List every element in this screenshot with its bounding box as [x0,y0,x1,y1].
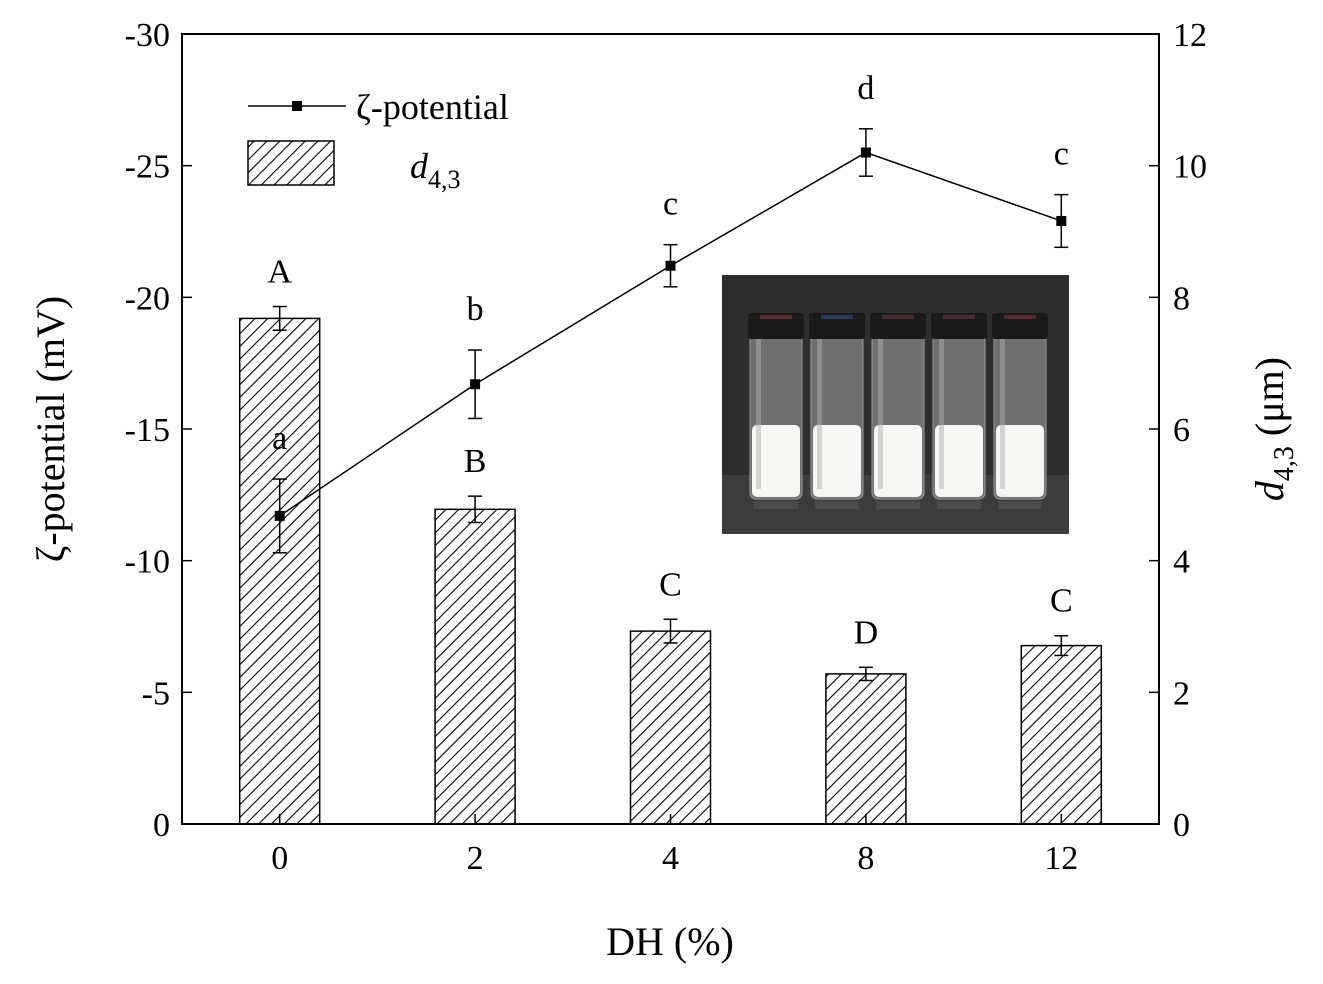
zeta-significance-0: a [272,420,287,457]
zeta-point-4 [665,260,676,271]
bar-significance-8: D [854,614,879,651]
legend-label-d43: d4,3 [410,146,461,194]
y-right-tick-label: 4 [1173,544,1190,581]
vial-cap-tint [1004,315,1036,319]
zeta-point-0 [274,510,285,521]
inset-photo [722,275,1069,534]
y-right-tick-label: 6 [1173,412,1190,449]
y-right-tick-label: 0 [1173,807,1190,844]
vial-highlight [878,339,883,489]
legend: ζ-potential d4,3 [247,87,509,194]
vial-reflection [815,501,859,509]
zeta-significance-4: c [663,186,678,223]
zeta-point-2 [470,379,481,390]
zeta-significance-2: b [467,291,484,328]
vial-reflection [876,501,920,509]
vial-liquid [752,425,800,497]
vial-cap-tint [943,315,975,319]
bar-significance-2: B [464,443,487,480]
vial-cap-tint [882,315,914,319]
y-left-tick-label: -25 [125,149,170,186]
bar-significance-4: C [659,566,682,603]
legend-label-d43-main: d [410,146,429,186]
y-left-axis-title: ζ-potential (mV) [28,296,73,562]
x-tick-label: 4 [662,840,679,877]
bars-layer: A B C D C [238,254,1103,825]
y-right-axis-title-sub: 4,3 [1269,446,1300,481]
bar-0 [238,317,321,825]
vial-cap [748,313,804,339]
vial-cap-tint [760,315,792,319]
y-right-axis-title: d4,3 (μm) [1247,357,1300,501]
zeta-significance-12: c [1054,136,1069,173]
y-left-tick-label: -15 [125,412,170,449]
y-left-tick-label: -30 [125,17,170,54]
legend-label-zeta: ζ-potential [356,87,509,127]
vial-highlight [1000,339,1005,489]
x-tick-label: 8 [857,840,874,877]
x-tick-label: 2 [467,840,484,877]
vial-highlight [817,339,822,489]
legend-line-marker [292,101,302,111]
y-right-tick-label: 2 [1173,675,1190,712]
y-right-axis-title-unit: (μm) [1247,357,1292,446]
y-right-tick-label: 8 [1173,280,1190,317]
bar-8 [825,673,907,825]
y-right-tick-label: 12 [1173,17,1207,54]
vial-reflection [754,501,798,509]
y-left-tick-label: 0 [153,807,170,844]
legend-bar-swatch [247,140,335,186]
y-right-axis-title-main: d [1247,480,1292,501]
bar-significance-12: C [1050,583,1073,620]
y-right-tick-label: 10 [1173,149,1207,186]
y-left-tick-label: -5 [142,675,170,712]
zeta-point-12 [1056,215,1067,226]
vial-liquid [813,425,861,497]
legend-label-d43-sub: 4,3 [428,165,461,194]
vial-cap [870,313,926,339]
y-left-tick-label: -20 [125,280,170,317]
vial-liquid [935,425,983,497]
vial-cap [809,313,865,339]
vial-cap-tint [821,315,853,319]
line-layer: a b c d c [272,70,1069,554]
axes-layer: 0 -5 -10 -15 -20 -25 -30 0 2 4 6 8 10 12 0 2 4 8 12 [125,17,1207,877]
x-tick-label: 0 [271,840,288,877]
vial-highlight [756,339,761,489]
y-left-tick-label: -10 [125,544,170,581]
vial-cap [931,313,987,339]
x-tick-label: 12 [1044,840,1078,877]
x-axis-title: DH (%) [606,919,734,964]
zeta-point-8 [860,147,871,158]
vial-liquid [996,425,1044,497]
zeta-significance-8: d [857,70,874,107]
vial-reflection [998,501,1042,509]
vial-reflection [937,501,981,509]
vial-liquid [874,425,922,497]
vial-highlight [939,339,944,489]
bar-significance-0: A [267,254,292,291]
bar-12 [1020,644,1103,825]
bar-2 [434,508,516,825]
bar-4 [629,630,712,825]
vial-cap [992,313,1048,339]
